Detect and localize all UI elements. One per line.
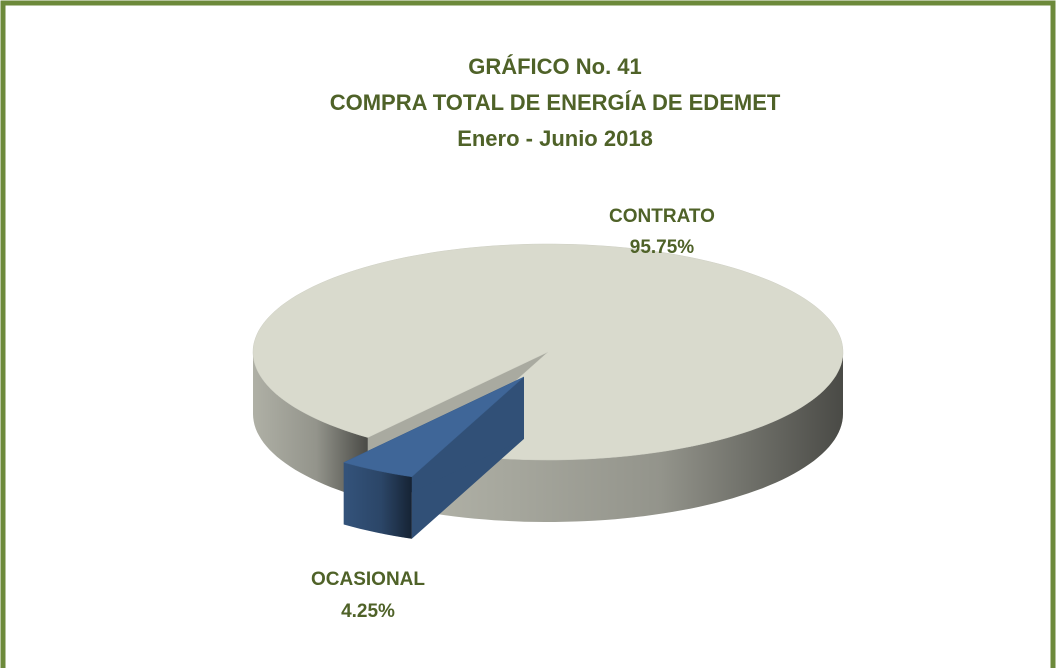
slice-side-shade: [343, 462, 412, 539]
chart-title: GRÁFICO No. 41: [468, 54, 642, 79]
chart-subtitle: Enero - Junio 2018: [457, 126, 653, 151]
slice-value-label: 4.25%: [341, 601, 395, 622]
slice-label: OCASIONAL: [311, 569, 425, 590]
pie-slice: [343, 376, 525, 478]
slice: [252, 243, 844, 522]
slice-side-shade: [435, 352, 843, 522]
slice-label: CONTRATO: [609, 206, 715, 227]
slice-value-label: 95.75%: [630, 237, 695, 258]
slice-side-shade: [253, 352, 368, 500]
slice: [343, 376, 525, 539]
pie-slice: [252, 243, 844, 461]
chart-subtitle: COMPRA TOTAL DE ENERGÍA DE EDEMET: [330, 90, 781, 115]
